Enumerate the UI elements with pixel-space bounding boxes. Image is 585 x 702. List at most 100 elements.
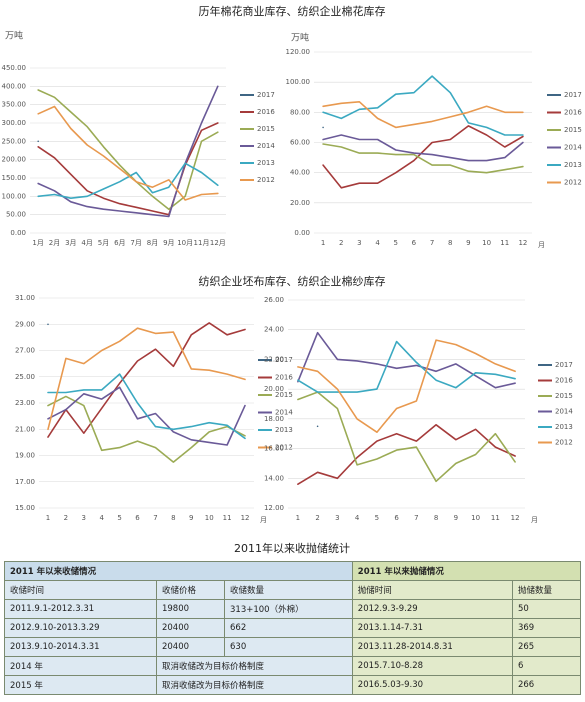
series-line — [47, 327, 246, 431]
y-tick-label: 250.00 — [2, 137, 27, 145]
y-tick-label: 20.00 — [290, 199, 310, 207]
x-tick-label: 8 — [434, 514, 438, 522]
y-tick-label: 100.00 — [286, 78, 311, 86]
cell: 2013.9.10-2014.3.31 — [4, 637, 157, 657]
cell: 2012.9.3-9.29 — [351, 599, 513, 619]
series-line — [297, 339, 516, 433]
x-tick-label: 9 — [466, 239, 470, 247]
section-title: 2011年以来收抛储统计 — [234, 541, 350, 555]
legend-label: 2012 — [275, 444, 293, 452]
y-axis-label: 万吨 — [291, 32, 309, 44]
cell: 266 — [511, 675, 582, 695]
legend-label: 2015 — [275, 391, 293, 399]
x-tick-label: 8 — [448, 239, 452, 247]
y-tick-label: 21.00 — [15, 425, 35, 433]
x-tick-label: 3月 — [65, 239, 76, 247]
y-tick-label: 50.00 — [6, 211, 26, 219]
series-line — [297, 331, 516, 389]
y-tick-label: 18.00 — [264, 415, 284, 423]
x-tick-label: 9 — [189, 514, 193, 522]
cell: 2012.9.10-2013.3.29 — [4, 618, 157, 638]
cell: 取消收储改为目标价格制度 — [155, 675, 353, 695]
legend-label: 2015 — [257, 125, 275, 133]
legend-label: 2015 — [555, 392, 573, 400]
legend-label: 2017 — [257, 91, 275, 99]
legend-label: 2012 — [564, 179, 582, 187]
x-tick-label: 11 — [223, 514, 232, 522]
y-tick-label: 20.00 — [264, 385, 284, 393]
series-line — [297, 340, 516, 393]
column-header: 抛储数量 — [511, 580, 582, 600]
x-tick-label: 2 — [315, 514, 319, 522]
cell: 2013.11.28-2014.8.31 — [351, 637, 513, 657]
series-line — [37, 122, 219, 216]
legend-label: 2012 — [555, 439, 573, 447]
series-line — [297, 391, 516, 483]
series-line — [37, 105, 219, 201]
y-tick-label: 0.00 — [294, 229, 310, 237]
x-tick-label: 6 — [135, 514, 140, 522]
x-tick-label: 1 — [46, 514, 50, 522]
legend-label: 2013 — [257, 159, 275, 167]
x-tick-label: 12月 — [210, 239, 226, 247]
series-line — [322, 101, 524, 129]
legend-label: 2014 — [555, 408, 573, 416]
x-tick-label: 11 — [500, 239, 509, 247]
y-tick-label: 0.00 — [10, 229, 26, 237]
y-tick-label: 19.00 — [15, 452, 35, 460]
cell: 2014 年 — [4, 656, 157, 676]
x-tick-label: 10 — [471, 514, 480, 522]
x-tick-label: 3 — [335, 514, 339, 522]
x-tick-label: 7月 — [130, 239, 141, 247]
y-tick-label: 400.00 — [2, 82, 27, 90]
series-line — [322, 125, 524, 189]
x-axis-label: 月 — [531, 516, 538, 524]
cell: 2016.5.03-9.30 — [351, 675, 513, 695]
y-tick-label: 17.00 — [15, 478, 35, 486]
x-tick-label: 1 — [296, 514, 300, 522]
x-tick-label: 6 — [394, 514, 399, 522]
y-tick-label: 60.00 — [290, 139, 310, 147]
legend-label: 2016 — [275, 374, 293, 382]
cell: 2011.9.1-2012.3.31 — [4, 599, 157, 619]
x-tick-label: 10 — [205, 514, 214, 522]
series-line — [322, 143, 524, 174]
cell: 20400 — [155, 618, 226, 638]
x-tick-label: 5 — [117, 514, 121, 522]
x-axis-label: 月 — [260, 516, 267, 524]
group-header: 2011 年以来抛储情况 — [351, 561, 582, 581]
x-tick-label: 8 — [171, 514, 175, 522]
x-tick-label: 7 — [430, 239, 434, 247]
legend-label: 2017 — [275, 356, 293, 364]
y-tick-label: 200.00 — [2, 156, 27, 164]
cell: 313+100（外棉） — [224, 599, 353, 619]
legend-label: 2014 — [257, 142, 275, 150]
cell: 19800 — [155, 599, 226, 619]
x-tick-label: 3 — [82, 514, 86, 522]
series-line — [297, 424, 516, 485]
x-tick-label: 5 — [375, 514, 379, 522]
y-tick-label: 16.00 — [264, 445, 284, 453]
x-tick-label: 6 — [412, 239, 417, 247]
y-tick-label: 12.00 — [264, 504, 284, 512]
x-tick-label: 1月 — [32, 239, 43, 247]
cell: 6 — [511, 656, 582, 676]
charts: 历年棉花商业库存、纺织企业棉花库存 纺织企业坯布库存、纺织企业棉纱库存 2011… — [2, 4, 583, 555]
legend-label: 2014 — [275, 409, 293, 417]
legend-label: 2016 — [555, 377, 573, 385]
series-line — [322, 134, 524, 162]
y-tick-label: 26.00 — [264, 296, 284, 304]
y-tick-label: 350.00 — [2, 101, 27, 109]
cell: 662 — [224, 618, 353, 638]
y-tick-label: 100.00 — [2, 192, 27, 200]
legend-label: 2015 — [564, 126, 582, 134]
x-tick-label: 4 — [375, 239, 380, 247]
storage-table: 2011 年以来收储情况 2011 年以来抛储情况 收储时间 收储价格 收储数量 抛储时… — [4, 561, 582, 695]
series-line — [322, 75, 524, 136]
legend-label: 2012 — [257, 176, 275, 184]
y-tick-label: 24.00 — [264, 326, 284, 334]
legend-label: 2013 — [564, 161, 582, 169]
y-tick-label: 23.00 — [15, 399, 35, 407]
legend-label: 2017 — [564, 91, 582, 99]
legend-label: 2013 — [275, 426, 293, 434]
